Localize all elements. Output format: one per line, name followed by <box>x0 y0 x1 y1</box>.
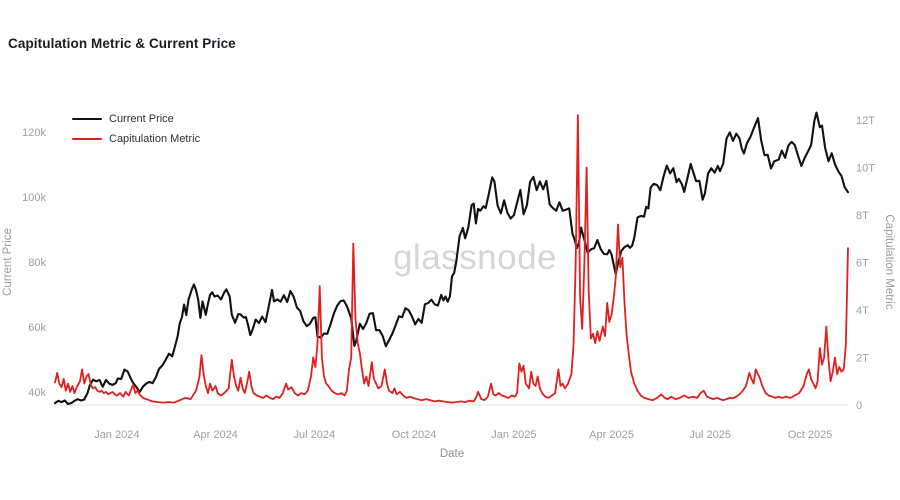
x-axis-tick: Apr 2024 <box>193 429 238 441</box>
glassnode-watermark: glassnode <box>392 238 558 277</box>
left-axis-tick: 120k <box>22 127 46 139</box>
capitulation-metric-line-swatch <box>72 137 102 141</box>
series-line-current-price <box>53 111 850 406</box>
right-axis-tick: 4T <box>856 305 869 317</box>
left-axis-tick: 40k <box>28 387 46 399</box>
left-axis-tick: 80k <box>28 257 46 269</box>
right-axis-tick: 10T <box>856 162 875 174</box>
left-axis-title: Current Price <box>2 228 14 296</box>
right-axis-tick: 8T <box>856 210 869 222</box>
x-axis-tick: Jan 2024 <box>94 429 139 441</box>
x-axis-tick: Oct 2024 <box>392 429 437 441</box>
right-axis-title: Capitulation Metric <box>883 214 895 310</box>
chart-title: Capitulation Metric & Current Price <box>8 36 236 51</box>
legend-item-current-price[interactable]: Current Price <box>72 109 200 129</box>
x-axis-tick: Jan 2025 <box>491 429 536 441</box>
right-axis-tick: 12T <box>856 115 875 127</box>
legend-label: Current Price <box>109 113 174 125</box>
current-price-line-swatch <box>72 117 102 121</box>
legend: Current Price Capitulation Metric <box>72 109 200 149</box>
legend-label: Capitulation Metric <box>109 133 201 145</box>
right-axis-tick: 6T <box>856 257 869 269</box>
x-axis-tick: Oct 2025 <box>788 429 833 441</box>
right-axis-tick: 0 <box>856 400 862 412</box>
left-axis-tick: 60k <box>28 322 46 334</box>
x-axis-tick: Jul 2025 <box>689 429 731 441</box>
x-axis-tick: Apr 2025 <box>589 429 634 441</box>
x-axis-title: Date <box>439 448 465 460</box>
series-line-capitulation-metric <box>54 114 849 404</box>
x-axis-tick: Jul 2024 <box>293 429 335 441</box>
right-axis-tick: 2T <box>856 352 869 364</box>
left-axis-tick: 100k <box>22 192 46 204</box>
legend-item-capitulation-metric[interactable]: Capitulation Metric <box>72 129 200 149</box>
